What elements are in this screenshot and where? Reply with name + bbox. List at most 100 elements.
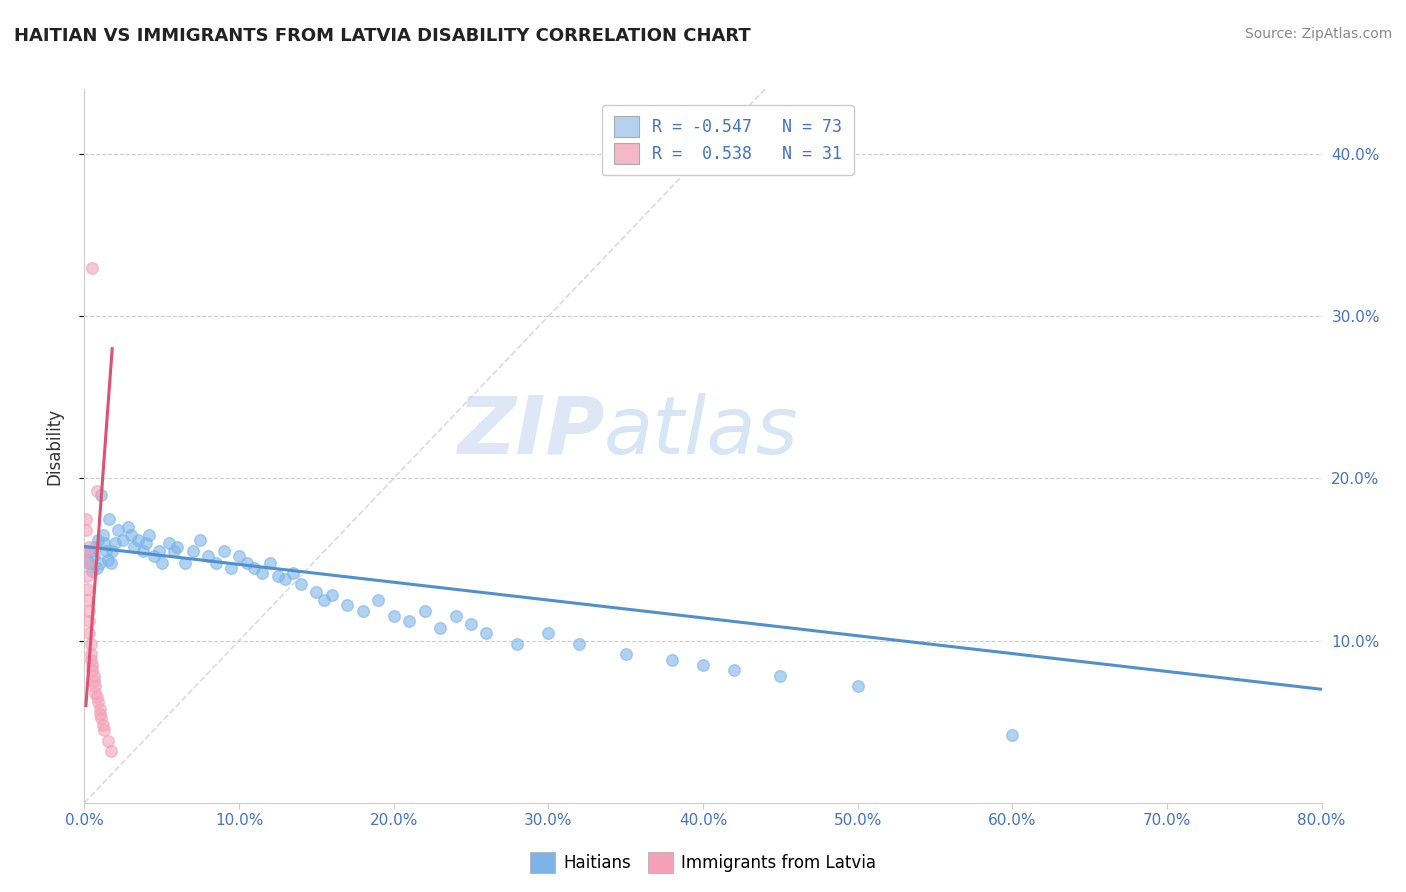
Point	[83, 674, 105, 689]
Point	[89, 702, 111, 716]
Point	[143, 549, 166, 564]
Point	[197, 549, 219, 564]
Point	[89, 706, 111, 721]
Point	[75, 544, 97, 558]
Point	[79, 653, 101, 667]
Point	[163, 544, 186, 558]
Point	[148, 544, 170, 558]
Point	[205, 556, 228, 570]
Point	[221, 560, 243, 574]
Point	[212, 544, 235, 558]
Point	[336, 598, 359, 612]
Point	[98, 512, 121, 526]
Point	[97, 734, 120, 748]
Point	[537, 625, 560, 640]
Point	[413, 604, 436, 618]
Point	[79, 637, 101, 651]
Point	[444, 609, 467, 624]
Point	[252, 566, 274, 580]
Point	[94, 544, 117, 558]
Point	[100, 556, 122, 570]
Point	[120, 528, 142, 542]
Text: Source: ZipAtlas.com: Source: ZipAtlas.com	[1244, 27, 1392, 41]
Point	[429, 621, 451, 635]
Point	[112, 533, 135, 547]
Point	[86, 690, 108, 705]
Point	[77, 625, 100, 640]
Point	[150, 556, 173, 570]
Point	[174, 556, 197, 570]
Point	[86, 560, 108, 574]
Point	[846, 679, 869, 693]
Point	[79, 647, 101, 661]
Point	[135, 536, 157, 550]
Point	[107, 524, 129, 538]
Point	[166, 540, 188, 554]
Point	[75, 524, 97, 538]
Point	[692, 657, 714, 672]
Point	[84, 679, 107, 693]
Point	[91, 528, 114, 542]
Point	[83, 669, 105, 683]
Point	[290, 577, 312, 591]
Point	[283, 566, 305, 580]
Point	[132, 544, 155, 558]
Point	[122, 540, 145, 554]
Point	[91, 718, 114, 732]
Point	[100, 744, 122, 758]
Point	[77, 604, 100, 618]
Y-axis label: Disability: Disability	[45, 408, 63, 484]
Point	[82, 663, 104, 677]
Point	[769, 669, 792, 683]
Point	[90, 711, 112, 725]
Point	[90, 488, 112, 502]
Point	[93, 723, 115, 737]
Point	[128, 533, 150, 547]
Point	[1001, 728, 1024, 742]
Point	[661, 653, 683, 667]
Point	[93, 536, 115, 550]
Legend: R = -0.547   N = 73, R =  0.538   N = 31: R = -0.547 N = 73, R = 0.538 N = 31	[602, 104, 853, 176]
Legend: Haitians, Immigrants from Latvia: Haitians, Immigrants from Latvia	[523, 846, 883, 880]
Point	[82, 657, 104, 672]
Point	[97, 552, 120, 566]
Point	[305, 585, 328, 599]
Point	[75, 544, 97, 558]
Point	[89, 556, 111, 570]
Point	[614, 647, 637, 661]
Point	[75, 512, 97, 526]
Point	[382, 609, 405, 624]
Point	[274, 572, 297, 586]
Point	[568, 637, 591, 651]
Point	[77, 540, 100, 554]
Point	[723, 663, 745, 677]
Point	[87, 533, 110, 547]
Point	[76, 556, 98, 570]
Point	[188, 533, 212, 547]
Point	[352, 604, 374, 618]
Point	[236, 556, 259, 570]
Text: HAITIAN VS IMMIGRANTS FROM LATVIA DISABILITY CORRELATION CHART: HAITIAN VS IMMIGRANTS FROM LATVIA DISABI…	[14, 27, 751, 45]
Point	[475, 625, 498, 640]
Point	[84, 685, 107, 699]
Point	[76, 593, 98, 607]
Point	[159, 536, 181, 550]
Point	[117, 520, 139, 534]
Point	[82, 260, 104, 275]
Text: ZIP: ZIP	[457, 392, 605, 471]
Point	[228, 549, 250, 564]
Point	[398, 614, 420, 628]
Point	[460, 617, 482, 632]
Point	[104, 536, 127, 550]
Point	[138, 528, 160, 542]
Point	[181, 544, 204, 558]
Point	[76, 552, 98, 566]
Point	[367, 593, 389, 607]
Point	[83, 549, 105, 564]
Point	[84, 540, 107, 554]
Point	[77, 614, 100, 628]
Point	[101, 544, 124, 558]
Point	[321, 588, 343, 602]
Point	[82, 564, 104, 578]
Point	[506, 637, 529, 651]
